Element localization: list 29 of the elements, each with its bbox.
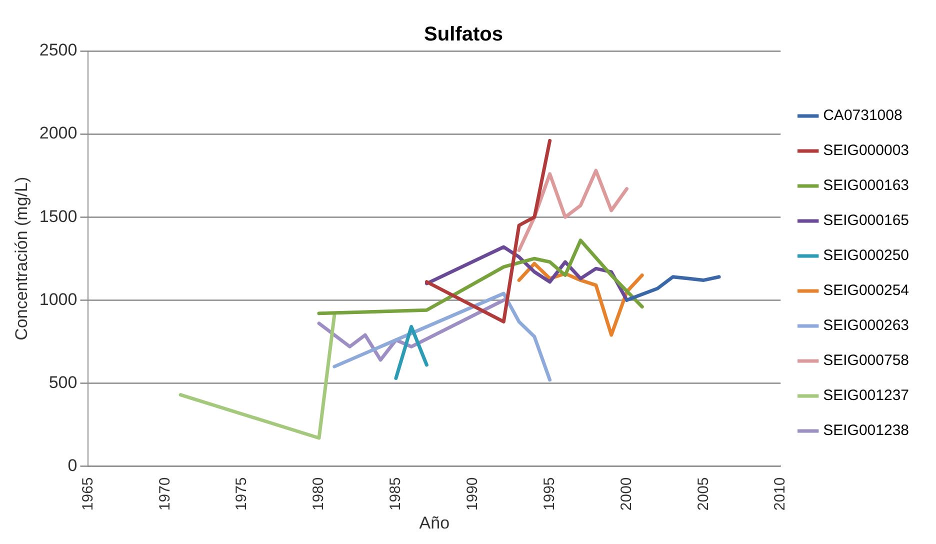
x-tick-label: 2010 [772,477,789,511]
x-tick-label: 1975 [233,477,250,511]
y-tick-label: 1500 [39,206,78,226]
legend-label: CA0731008 [823,107,902,124]
legend-label: SEIG000254 [823,282,910,300]
y-tick-label: 0 [68,456,78,475]
x-tick-label: 1970 [156,477,174,511]
legend-label: SEIG001237 [823,387,910,404]
x-tick-label: 1990 [464,477,482,511]
legend-label: SEIG000758 [823,352,910,370]
y-tick-label: 2000 [39,124,78,143]
x-axis-title: Año [419,513,450,532]
legend-label: SEIG000163 [823,177,910,194]
y-tick-label: 2500 [39,40,78,60]
y-axis-title: Concentración (mg/L) [12,176,31,340]
legend-label: SEIG000263 [823,317,910,334]
legend-label: SEIG001238 [823,422,910,440]
x-tick-label: 1985 [387,477,404,511]
y-tick-label: 500 [48,372,78,392]
y-tick-label: 1000 [39,290,78,309]
legend-label: SEIG000250 [823,247,910,264]
legend-label: SEIG000165 [823,212,910,230]
x-tick-label: 2000 [618,477,635,511]
legend-label: SEIG000003 [823,142,910,160]
x-tick-label: 1980 [310,477,328,511]
x-tick-label: 1965 [79,477,96,511]
chart-title: Sulfatos [424,24,503,46]
x-tick-label: 1995 [540,477,558,511]
x-tick-label: 2005 [694,477,712,511]
